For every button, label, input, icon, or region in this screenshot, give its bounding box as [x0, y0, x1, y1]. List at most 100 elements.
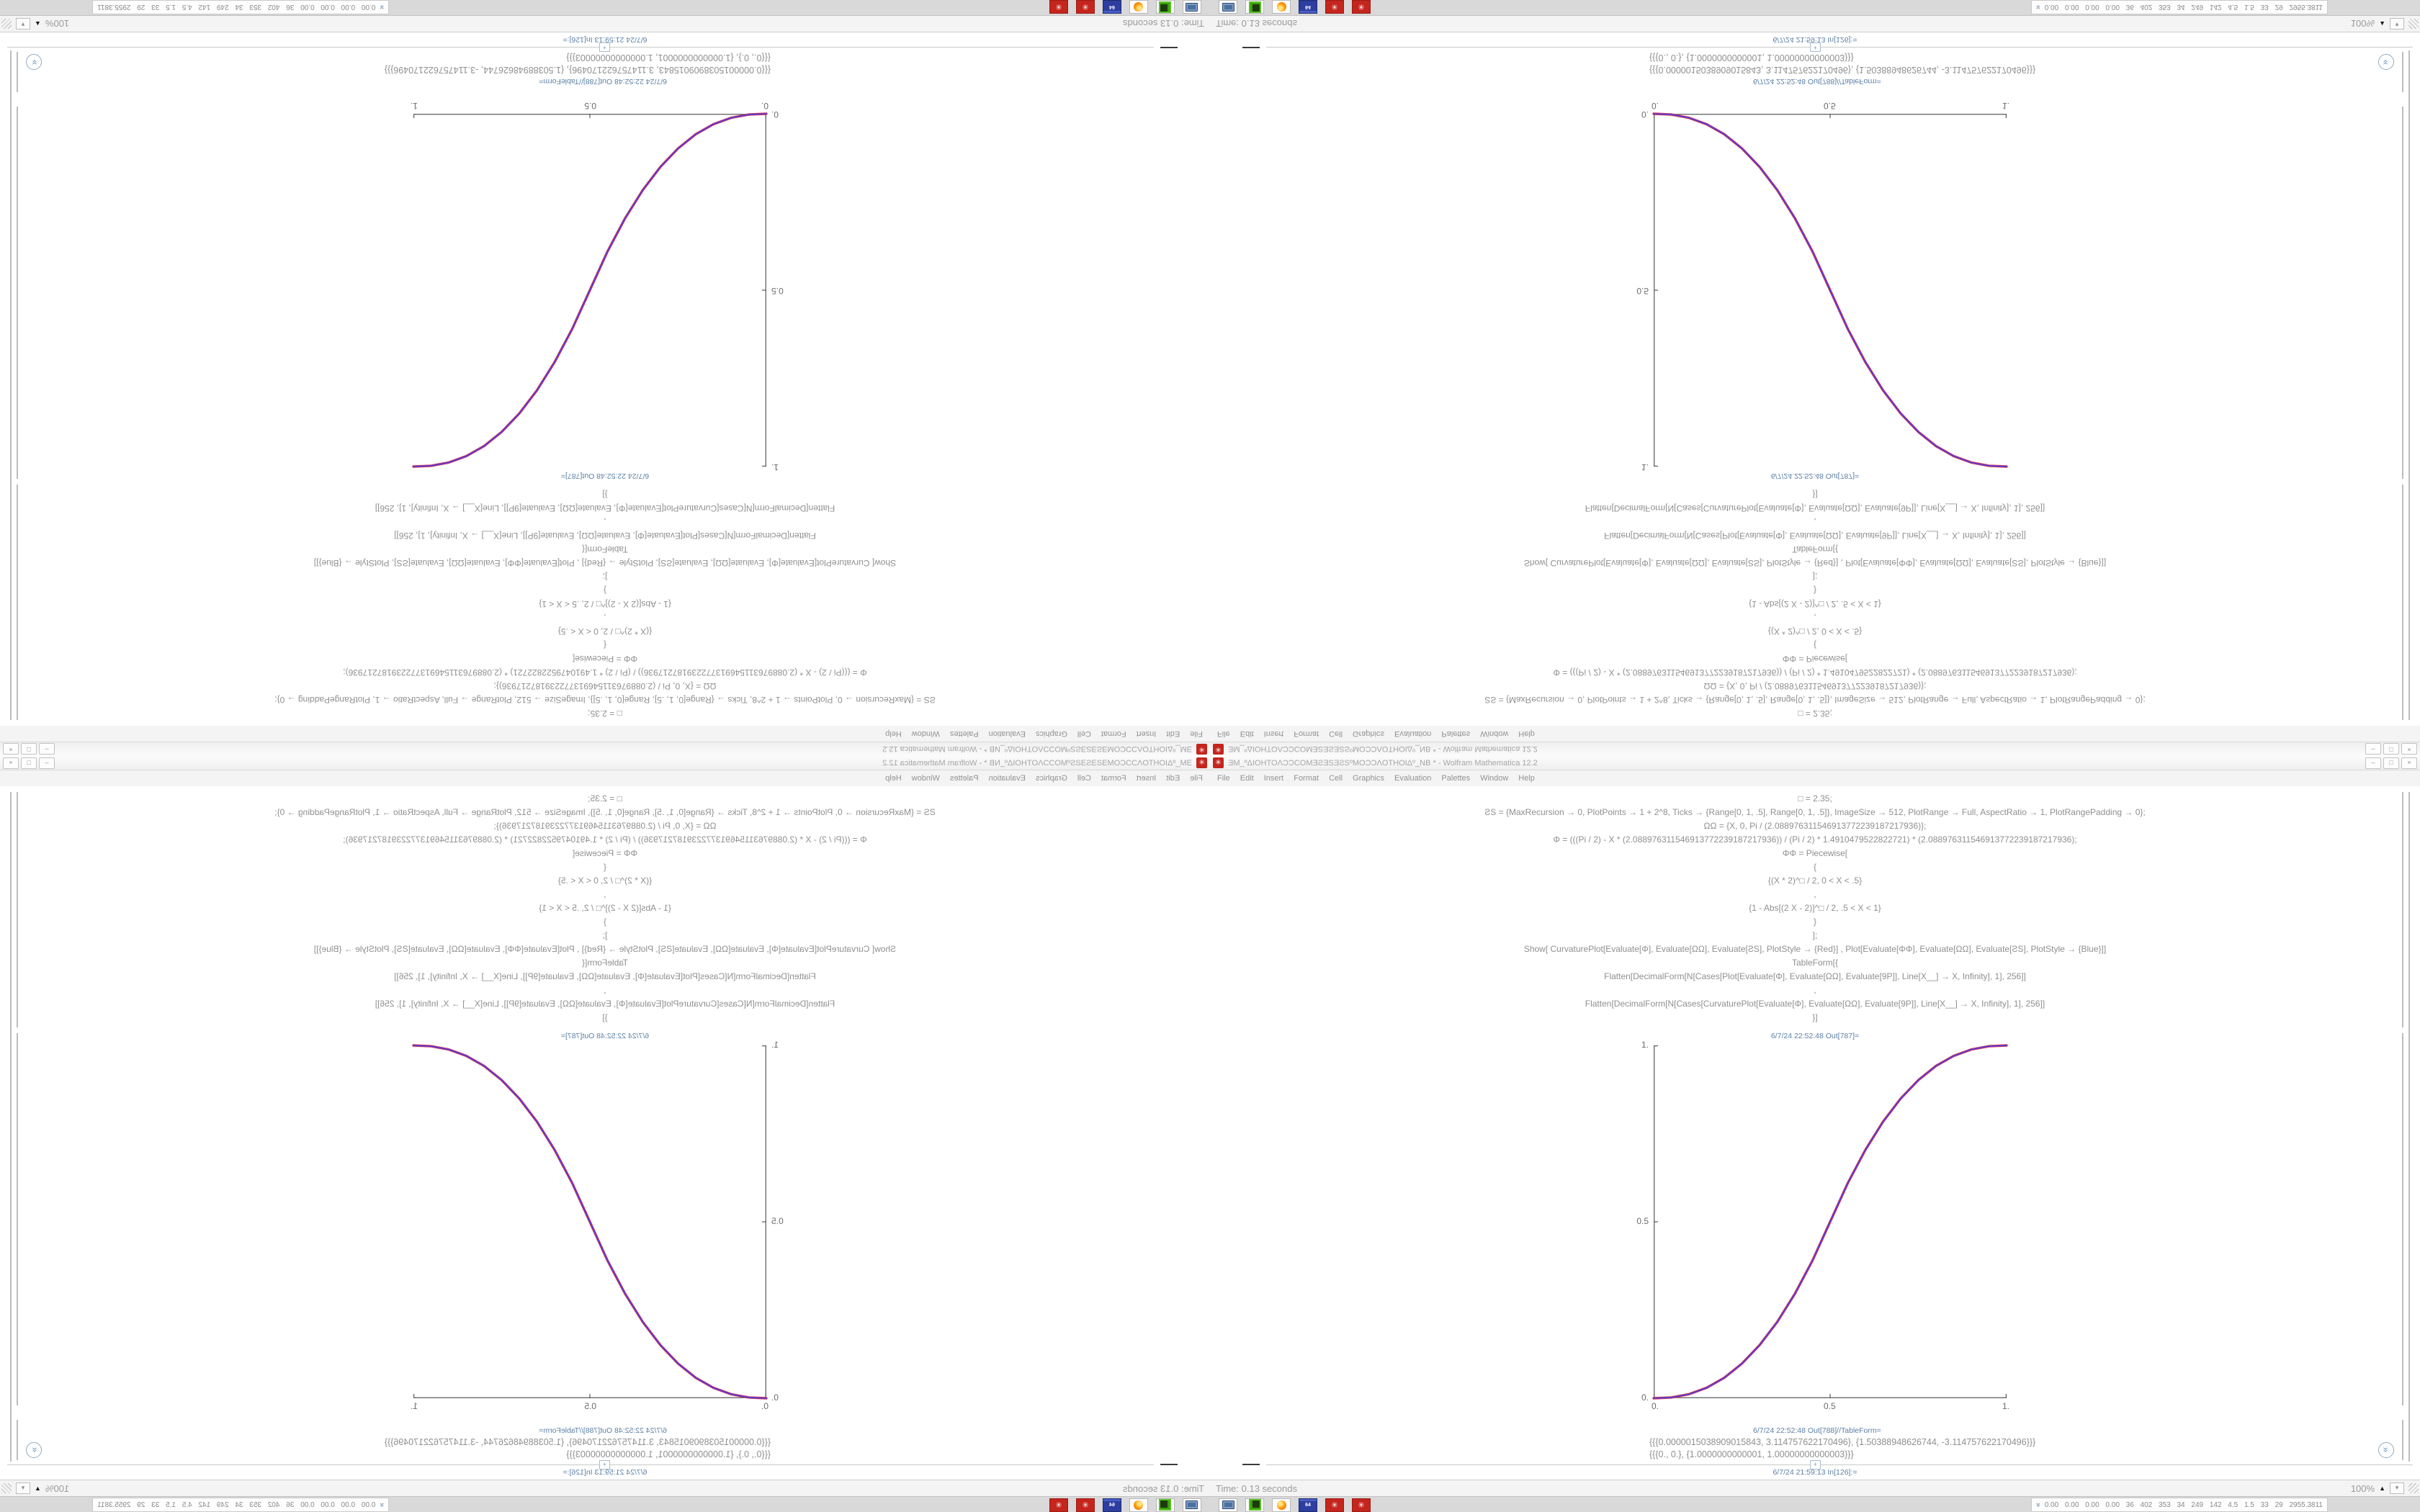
- magnification-value[interactable]: 100%: [2350, 18, 2375, 30]
- cell-bracket[interactable]: [17, 52, 18, 92]
- cell-bracket[interactable]: [2402, 1420, 2403, 1460]
- code-line[interactable]: ,: [1814, 517, 1816, 527]
- code-line[interactable]: TableForm[{: [1791, 544, 1839, 554]
- mathematica-kernel-icon-2[interactable]: ✳: [1352, 1498, 1371, 1512]
- mathematica-kernel-icon[interactable]: ✳: [1325, 0, 1344, 14]
- menu-item[interactable]: Format: [1101, 729, 1126, 738]
- code-line[interactable]: Φ = (((Pi / 2) - X * (2.0889763115469137…: [1553, 667, 2077, 678]
- code-line[interactable]: Flatten[DecimalForm[N[Cases[CurvaturePlo…: [375, 999, 835, 1009]
- menu-item[interactable]: Cell: [1077, 774, 1091, 783]
- close-button[interactable]: ×: [2401, 757, 2417, 769]
- close-button[interactable]: ×: [2401, 743, 2417, 755]
- menu-item[interactable]: Help: [1518, 774, 1535, 783]
- scroll-to-end-button[interactable]: »: [26, 54, 42, 70]
- menu-item[interactable]: Palettes: [1441, 729, 1471, 738]
- menu-item[interactable]: File: [1190, 729, 1203, 738]
- mathematica-kernel-icon-2[interactable]: ✳: [1049, 0, 1068, 14]
- menu-item[interactable]: Format: [1294, 774, 1319, 783]
- code-line[interactable]: ΩΩ = {X, 0, Pi / (2.08897631154691377223…: [493, 821, 717, 831]
- code-line[interactable]: {1 - Abs[(2 X - 2)]^□ / 2, .5 < X < 1}: [539, 599, 671, 609]
- scroll-to-end-button[interactable]: »: [2378, 54, 2394, 70]
- menu-item[interactable]: Graphics: [1353, 729, 1385, 738]
- code-line[interactable]: {(X * 2)^□ / 2, 0 < X < .5}: [557, 626, 653, 636]
- menu-item[interactable]: Edit: [1166, 774, 1180, 783]
- code-line[interactable]: ΩΩ = {X, 0, Pi / (2.08897631154691377223…: [1703, 821, 1927, 831]
- menu-item[interactable]: Graphics: [1353, 774, 1385, 783]
- menu-item[interactable]: Help: [885, 729, 902, 738]
- scroll-to-end-button[interactable]: »: [26, 1442, 42, 1458]
- mathematica-kernel-icon[interactable]: ✳: [1076, 1498, 1095, 1512]
- code-line[interactable]: {1 - Abs[(2 X - 2)]^□ / 2, .5 < X < 1}: [539, 903, 671, 913]
- screenshot-tool-icon[interactable]: [1183, 0, 1201, 14]
- menu-item[interactable]: File: [1217, 774, 1230, 783]
- cell-bracket[interactable]: [2402, 485, 2403, 720]
- code-line[interactable]: Show[ CurvaturePlot[Evaluate[Φ], Evaluat…: [1523, 558, 2107, 568]
- minimize-button[interactable]: –: [2365, 743, 2381, 755]
- code-line[interactable]: Flatten[DecimalForm[N[Cases[Plot[Evaluat…: [394, 971, 816, 981]
- cell-bracket[interactable]: [17, 792, 18, 1027]
- code-line[interactable]: ];: [1812, 572, 1818, 582]
- firefox-icon[interactable]: [1272, 0, 1291, 14]
- maximize-button[interactable]: □: [21, 757, 37, 769]
- code-line[interactable]: {(X * 2)^□ / 2, 0 < X < .5}: [557, 876, 653, 886]
- notebook-content[interactable]: □ = 2.35; ƧS = {MaxRecursion → 0, PlotPoi…: [0, 32, 1210, 726]
- minimize-button[interactable]: –: [39, 743, 55, 755]
- code-line[interactable]: Flatten[DecimalForm[N[Cases[CurvaturePlo…: [375, 503, 835, 513]
- code-line[interactable]: {(X * 2)^□ / 2, 0 < X < .5}: [1767, 626, 1863, 636]
- menu-item[interactable]: Graphics: [1035, 729, 1067, 738]
- maximize-button[interactable]: □: [2383, 757, 2399, 769]
- cell-bracket[interactable]: [2402, 792, 2403, 1027]
- menu-item[interactable]: Edit: [1240, 774, 1254, 783]
- code-line[interactable]: ΩΩ = {X, 0, Pi / (2.08897631154691377223…: [493, 681, 717, 691]
- cell-bracket[interactable]: [17, 1033, 18, 1405]
- window-titlebar[interactable]: ✳ ƎM_ºΔIOHTOΛƆƆCOMƎƧƎSƎƧSºMOƆƆΛOTHOIΔº_N…: [1210, 742, 2420, 756]
- magnification-dropdown[interactable]: ▾: [16, 1482, 30, 1494]
- magnification-value[interactable]: 100%: [45, 1482, 70, 1494]
- cell-group-bracket[interactable]: [2408, 792, 2410, 1462]
- menu-item[interactable]: Format: [1294, 729, 1319, 738]
- code-line[interactable]: {1 - Abs[(2 X - 2)]^□ / 2, .5 < X < 1}: [1749, 599, 1881, 609]
- code-line[interactable]: }: [1813, 917, 1816, 927]
- cell-group-bracket[interactable]: [2408, 50, 2410, 720]
- mathematica-kernel-icon[interactable]: ✳: [1076, 0, 1095, 14]
- menu-item[interactable]: Edit: [1240, 729, 1254, 738]
- system-tray[interactable]: « 0.00 0.00 0.00 0.00 36 402 353 34 249 …: [2030, 0, 2328, 14]
- minimize-button[interactable]: –: [2365, 757, 2381, 769]
- code-line[interactable]: ,: [1814, 985, 1816, 995]
- menu-item[interactable]: Cell: [1077, 729, 1091, 738]
- code-line[interactable]: {: [1813, 640, 1816, 650]
- code-line[interactable]: {: [604, 862, 607, 872]
- notebook-content[interactable]: □ = 2.35; ƧS = {MaxRecursion → 0, PlotPoi…: [0, 786, 1210, 1480]
- code-line[interactable]: ,: [1814, 613, 1816, 623]
- code-line[interactable]: □ = 2.35;: [1798, 793, 1832, 804]
- code-line[interactable]: ,: [604, 985, 606, 995]
- menu-item[interactable]: Evaluation: [1394, 729, 1432, 738]
- menu-item[interactable]: Graphics: [1035, 774, 1067, 783]
- code-line[interactable]: ƧS = {MaxRecursion → 0, PlotPoints → 1 +…: [274, 807, 936, 817]
- code-line[interactable]: }]: [1812, 1012, 1818, 1022]
- maximize-button[interactable]: □: [2383, 743, 2399, 755]
- firefox-icon[interactable]: [1129, 0, 1148, 14]
- firefox-icon[interactable]: [1272, 1498, 1291, 1512]
- code-line[interactable]: Φ = (((Pi / 2) - X * (2.0889763115469137…: [343, 834, 867, 845]
- mathematica-kernel-icon-2[interactable]: ✳: [1049, 1498, 1068, 1512]
- menu-item[interactable]: Evaluation: [988, 774, 1026, 783]
- menu-item[interactable]: File: [1190, 774, 1203, 783]
- code-line[interactable]: Φ = (((Pi / 2) - X * (2.0889763115469137…: [343, 667, 867, 678]
- code-line[interactable]: Flatten[DecimalForm[N[Cases[CurvaturePlo…: [1585, 503, 2045, 513]
- floppy-64-icon[interactable]: 64: [1299, 0, 1317, 14]
- code-line[interactable]: }]: [602, 490, 608, 500]
- code-line[interactable]: {: [604, 640, 607, 650]
- window-resize-grip[interactable]: [2408, 19, 2419, 29]
- screen-recorder-icon[interactable]: [1156, 1498, 1175, 1512]
- code-line[interactable]: ,: [1814, 889, 1816, 899]
- window-resize-grip[interactable]: [1, 19, 12, 29]
- cell-bracket[interactable]: [2402, 52, 2403, 92]
- mathematica-kernel-icon[interactable]: ✳: [1325, 1498, 1344, 1512]
- code-line[interactable]: }: [604, 585, 607, 595]
- scroll-to-end-button[interactable]: »: [2378, 1442, 2394, 1458]
- code-line[interactable]: ,: [604, 517, 606, 527]
- code-line[interactable]: }]: [1812, 490, 1818, 500]
- code-line[interactable]: Φ = (((Pi / 2) - X * (2.0889763115469137…: [1553, 834, 2077, 845]
- menu-item[interactable]: Window: [1480, 729, 1509, 738]
